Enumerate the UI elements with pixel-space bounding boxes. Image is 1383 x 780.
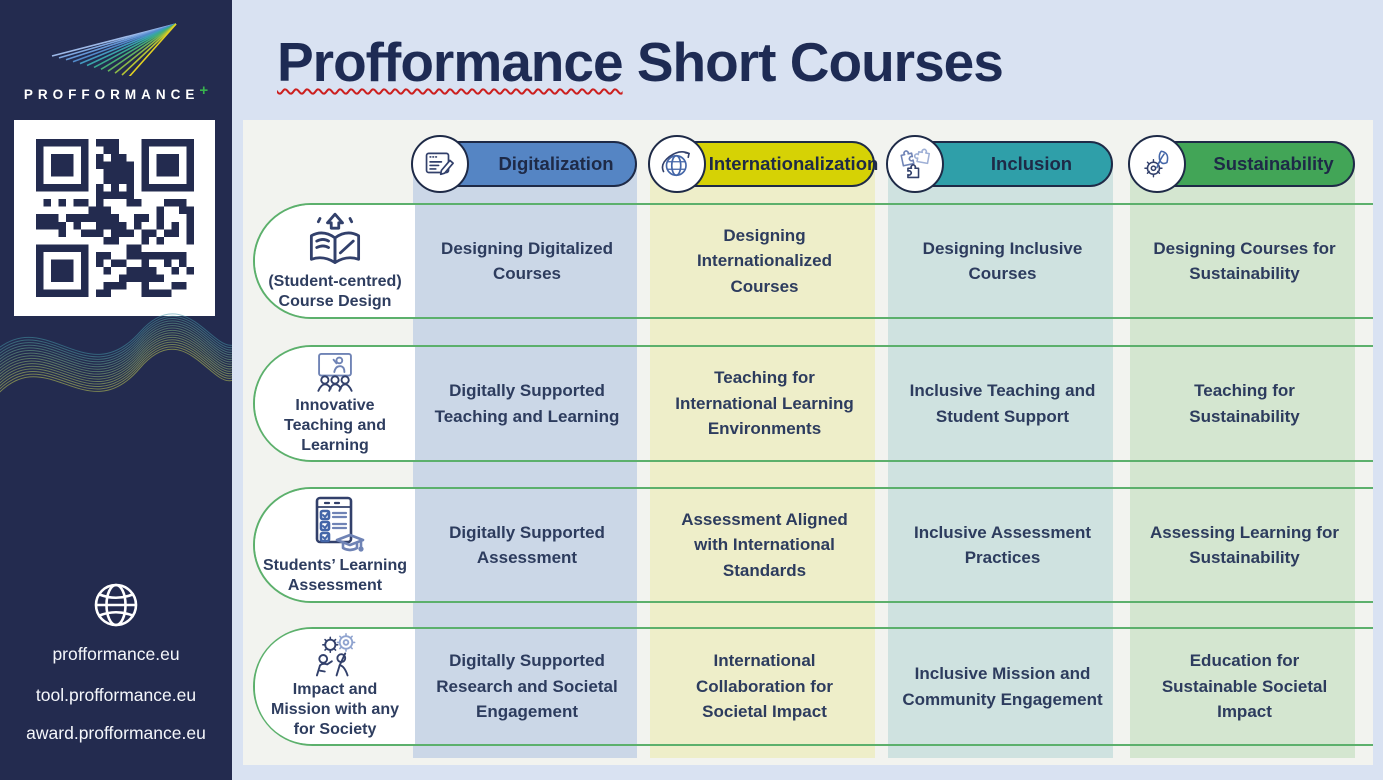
- cell-international-collaboration-impact: International Collaboration for Societal…: [652, 629, 877, 744]
- document-pencil-icon: [411, 135, 469, 193]
- link-tool-profformance[interactable]: tool.profformance.eu: [35, 685, 197, 705]
- cell-text: Digitally Supported Teaching and Learnin…: [434, 381, 620, 426]
- cell-text: Designing Digitalized Courses: [441, 238, 613, 284]
- courses-matrix: (Student-centred) Course Design Designin…: [243, 120, 1373, 765]
- cell-digitally-supported-teaching: Digitally Supported Teaching and Learnin…: [415, 347, 639, 460]
- row-label: Students’ Learning Assessment: [262, 556, 407, 594]
- column-label: Internationalization: [708, 153, 879, 174]
- leaf-gear-icon: [1128, 135, 1186, 193]
- cell-text: Digitally Supported Research and Societa…: [436, 651, 618, 722]
- checklist-graduation-icon: [315, 496, 365, 552]
- presentation-audience-icon: [317, 352, 353, 392]
- cell-teaching-for-sustainability: Teaching for Sustainability: [1132, 347, 1357, 460]
- open-book-arrow-icon: [309, 212, 361, 264]
- cell-text: Education for Sustainable Societal Impac…: [1161, 651, 1328, 722]
- column-label: Inclusion: [990, 153, 1073, 174]
- cell-designing-digitalized-courses: Designing Digitalized Courses: [415, 205, 639, 317]
- row-course-design: (Student-centred) Course Design Designin…: [253, 203, 1373, 319]
- page-title: Profformance Short Courses: [277, 30, 1004, 94]
- cell-text: Inclusive Assessment Practices: [913, 522, 1091, 568]
- row-label: Innovative Teaching and Learning: [284, 397, 386, 454]
- row-label: (Student-centred) Course Design: [268, 272, 402, 310]
- globe-icon: [0, 580, 232, 630]
- cell-text: Designing Internationalized Courses: [696, 225, 833, 296]
- cell-designing-inclusive-courses: Designing Inclusive Courses: [890, 205, 1115, 317]
- column-label: Digitalization: [498, 153, 614, 174]
- row-header-students-assessment: Students’ Learning Assessment: [255, 489, 415, 601]
- row-header-innovative-teaching: Innovative Teaching and Learning: [255, 347, 415, 460]
- qr-code: [14, 120, 215, 316]
- link-award-profformance[interactable]: award.profformance.eu: [26, 723, 206, 743]
- brand-name: PROFFORMANCE+: [0, 82, 232, 102]
- column-label: Sustainability: [1213, 153, 1334, 174]
- cell-inclusive-assessment-practices: Inclusive Assessment Practices: [890, 489, 1115, 601]
- row-label: Impact and Mission with any for Society: [270, 681, 399, 738]
- cell-text: Designing Courses for Sustainability: [1153, 238, 1336, 284]
- cell-text: Digitally Supported Assessment: [449, 522, 605, 568]
- cell-text: Teaching for Sustainability: [1189, 381, 1300, 426]
- cell-designing-courses-sustainability: Designing Courses for Sustainability: [1132, 205, 1357, 317]
- cell-designing-internationalized-courses: Designing Internationalized Courses: [652, 205, 877, 317]
- cell-text: Inclusive Mission and Community Engageme…: [902, 664, 1103, 709]
- sidebar: PROFFORMANCE+ profformance.eu tool.proff…: [0, 0, 232, 780]
- link-profformance[interactable]: profformance.eu: [52, 644, 180, 664]
- row-impact-mission-society: Impact and Mission with any for Society …: [253, 627, 1373, 746]
- cell-inclusive-teaching-support: Inclusive Teaching and Student Support: [890, 347, 1115, 460]
- cell-assessing-learning-sustainability: Assessing Learning for Sustainability: [1132, 489, 1357, 601]
- row-students-learning-assessment: Students’ Learning Assessment Digitally …: [253, 487, 1373, 603]
- brand-plus: +: [199, 82, 209, 99]
- cell-education-sustainable-impact: Education for Sustainable Societal Impac…: [1132, 629, 1357, 744]
- brand-text: PROFFORMANCE: [23, 87, 200, 102]
- puzzle-pieces-icon: [886, 135, 944, 193]
- title-rest: Short Courses: [622, 31, 1004, 93]
- cell-text: Inclusive Teaching and Student Support: [909, 381, 1096, 426]
- globe-orbit-icon: [648, 135, 706, 193]
- cell-assessment-international-standards: Assessment Aligned with International St…: [652, 489, 877, 601]
- column-header-sustainability: Sustainability: [1128, 135, 1355, 193]
- cell-text: Assessing Learning for Sustainability: [1150, 522, 1339, 568]
- row-innovative-teaching: Innovative Teaching and Learning Digital…: [253, 345, 1373, 462]
- cell-text: Teaching for International Learning Envi…: [675, 368, 854, 439]
- cell-text: Designing Inclusive Courses: [922, 238, 1083, 284]
- cell-digitally-supported-assessment: Digitally Supported Assessment: [415, 489, 639, 601]
- row-header-impact-mission: Impact and Mission with any for Society: [255, 629, 415, 744]
- cell-text: Assessment Aligned with International St…: [681, 509, 848, 580]
- people-gears-icon: [315, 633, 356, 677]
- column-header-inclusion: Inclusion: [886, 135, 1113, 193]
- row-header-course-design: (Student-centred) Course Design: [255, 205, 415, 317]
- logo-fan-icon: [51, 23, 177, 76]
- cell-inclusive-mission-engagement: Inclusive Mission and Community Engageme…: [890, 629, 1115, 744]
- wave-decoration: [0, 313, 232, 393]
- cell-digitally-supported-research: Digitally Supported Research and Societa…: [415, 629, 639, 744]
- column-header-digitalization: Digitalization: [411, 135, 637, 193]
- title-first-word: Profformance: [277, 31, 624, 93]
- cell-text: International Collaboration for Societal…: [696, 651, 833, 722]
- column-header-internationalization: Internationalization: [648, 135, 878, 193]
- cell-teaching-international-environments: Teaching for International Learning Envi…: [652, 347, 877, 460]
